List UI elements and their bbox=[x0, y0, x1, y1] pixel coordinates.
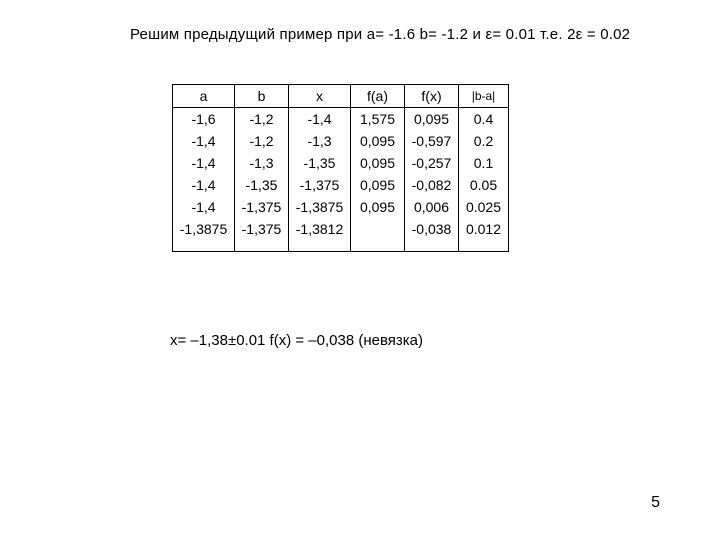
cell-x: -1,35 bbox=[289, 152, 351, 174]
cell-b: -1,375 bbox=[235, 196, 289, 218]
cell-a: -1,4 bbox=[173, 130, 235, 152]
cell-x: -1,3 bbox=[289, 130, 351, 152]
table-row: -1,4 -1,2 -1,3 0,095 -0,597 0.2 bbox=[173, 130, 509, 152]
cell-a: -1,4 bbox=[173, 196, 235, 218]
cell-fa: 1,575 bbox=[351, 108, 405, 131]
intro-text: Решим предыдущий пример при a= -1.6 b= -… bbox=[130, 26, 630, 43]
col-header-fx: f(x) bbox=[405, 85, 459, 108]
cell-ba: 0.025 bbox=[459, 196, 509, 218]
cell-b: -1,35 bbox=[235, 174, 289, 196]
cell-a: -1,3875 bbox=[173, 218, 235, 252]
cell-b: -1,375 bbox=[235, 218, 289, 252]
cell-x: -1,375 bbox=[289, 174, 351, 196]
table-row: -1,3875 -1,375 -1,3812 -0,038 0.012 bbox=[173, 218, 509, 252]
cell-ba: 0.05 bbox=[459, 174, 509, 196]
cell-ba: 0.4 bbox=[459, 108, 509, 131]
cell-b: -1,2 bbox=[235, 130, 289, 152]
col-header-fa: f(a) bbox=[351, 85, 405, 108]
iteration-table: a b x f(a) f(x) |b-a| -1,6 -1,2 -1,4 1,5… bbox=[172, 84, 509, 252]
cell-fa: 0,095 bbox=[351, 174, 405, 196]
cell-fx: -0,038 bbox=[405, 218, 459, 252]
table-row: -1,4 -1,3 -1,35 0,095 -0,257 0.1 bbox=[173, 152, 509, 174]
table-row: -1,4 -1,35 -1,375 0,095 -0,082 0.05 bbox=[173, 174, 509, 196]
cell-a: -1,6 bbox=[173, 108, 235, 131]
cell-fa: 0,095 bbox=[351, 196, 405, 218]
table-row: -1,6 -1,2 -1,4 1,575 0,095 0.4 bbox=[173, 108, 509, 131]
page-number: 5 bbox=[651, 494, 660, 512]
col-header-b: b bbox=[235, 85, 289, 108]
cell-x: -1,4 bbox=[289, 108, 351, 131]
table-header-row: a b x f(a) f(x) |b-a| bbox=[173, 85, 509, 108]
cell-fa: 0,095 bbox=[351, 152, 405, 174]
cell-a: -1,4 bbox=[173, 174, 235, 196]
result-text: x= –1,38±0.01 f(x) = –0,038 (невязка) bbox=[170, 332, 423, 349]
cell-fa bbox=[351, 218, 405, 252]
col-header-ba: |b-a| bbox=[459, 85, 509, 108]
cell-x: -1,3875 bbox=[289, 196, 351, 218]
col-header-x: x bbox=[289, 85, 351, 108]
page: Решим предыдущий пример при a= -1.6 b= -… bbox=[0, 0, 720, 540]
cell-ba: 0.2 bbox=[459, 130, 509, 152]
col-header-a: a bbox=[173, 85, 235, 108]
table-row: -1,4 -1,375 -1,3875 0,095 0,006 0.025 bbox=[173, 196, 509, 218]
cell-ba: 0.012 bbox=[459, 218, 509, 252]
cell-x: -1,3812 bbox=[289, 218, 351, 252]
cell-fx: 0,006 bbox=[405, 196, 459, 218]
cell-fx: -0,082 bbox=[405, 174, 459, 196]
cell-a: -1,4 bbox=[173, 152, 235, 174]
cell-fa: 0,095 bbox=[351, 130, 405, 152]
cell-ba: 0.1 bbox=[459, 152, 509, 174]
cell-fx: 0,095 bbox=[405, 108, 459, 131]
cell-b: -1,3 bbox=[235, 152, 289, 174]
iteration-table-wrap: a b x f(a) f(x) |b-a| -1,6 -1,2 -1,4 1,5… bbox=[172, 84, 509, 252]
cell-fx: -0,597 bbox=[405, 130, 459, 152]
cell-b: -1,2 bbox=[235, 108, 289, 131]
cell-fx: -0,257 bbox=[405, 152, 459, 174]
